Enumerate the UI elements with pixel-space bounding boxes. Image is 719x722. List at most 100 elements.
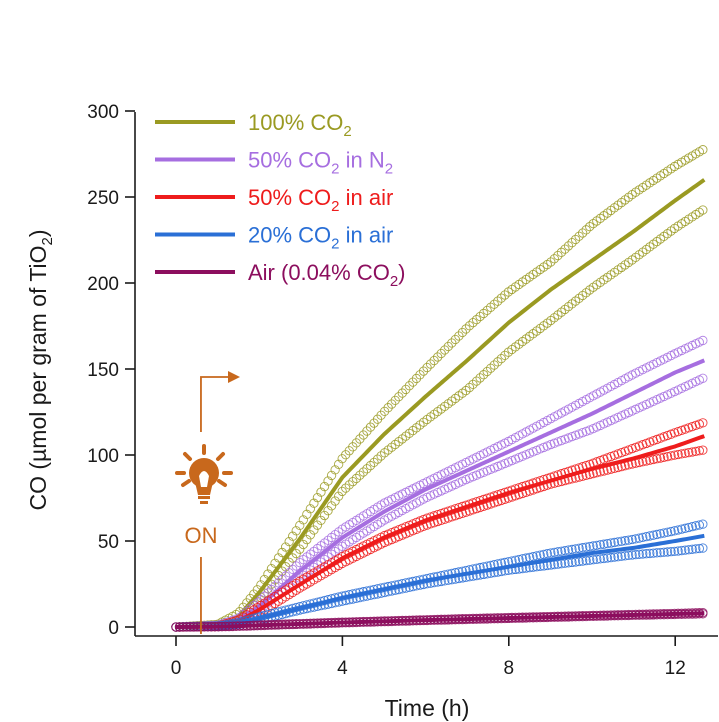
series-3-upper-point <box>599 539 609 549</box>
series-3-lower-point <box>627 550 637 560</box>
series-1-upper-point <box>326 532 337 543</box>
bulb-tip <box>200 501 208 504</box>
series-0-lower-point <box>323 506 333 516</box>
legend-label: 50% CO2 in air <box>248 185 393 215</box>
series-0-upper-point <box>563 241 574 251</box>
series-0-upper-point <box>447 338 457 348</box>
series-3-lower-point <box>577 556 588 566</box>
series-4 <box>171 607 708 632</box>
series-0-upper-point <box>397 388 407 398</box>
series-0-lower-point <box>341 483 351 493</box>
series-3-lower-point <box>655 547 666 558</box>
series-1-upper-point <box>319 538 330 548</box>
series-3-lower-point <box>687 544 697 554</box>
series-0-upper-point <box>291 526 301 536</box>
series-3-upper-point <box>631 534 641 544</box>
y-tick-label: 100 <box>87 446 119 467</box>
y-tick-label: 0 <box>108 618 119 639</box>
series-1-upper-point <box>305 549 316 559</box>
series-3-lower-point <box>694 543 704 554</box>
series-0-lower-point <box>574 293 584 303</box>
series-0-lower-point <box>355 470 365 480</box>
series-0-lower-point <box>408 425 418 436</box>
series-2-lower-point <box>673 449 683 460</box>
series-3-lower-point <box>585 555 595 565</box>
series-3-upper-point <box>623 535 634 545</box>
series-0-upper-point <box>461 324 471 334</box>
series-3-upper-point <box>655 529 666 539</box>
series-0-lower-point <box>585 285 595 295</box>
series-0-upper-point <box>553 250 563 261</box>
series-0-upper-point <box>387 399 397 409</box>
series-0-upper-point <box>471 314 482 325</box>
series-0-lower-point <box>570 296 581 306</box>
series-1-upper-point <box>288 564 298 574</box>
series-0-lower-point <box>634 250 644 260</box>
series-3-lower-point <box>666 547 676 557</box>
series-0-upper-point <box>326 470 337 481</box>
series-2-lower-point <box>698 445 708 455</box>
series-0-lower-point <box>319 510 330 521</box>
series-0-lower-point <box>379 448 390 458</box>
series-3-upper-point <box>592 540 602 551</box>
series-2-lower-point <box>687 447 697 457</box>
series-0-upper-point <box>418 366 429 376</box>
series-3-lower-point <box>574 556 584 567</box>
series-2-lower-point <box>691 446 701 456</box>
series-3-upper-point <box>577 543 588 553</box>
series-3-lower-point <box>673 546 683 556</box>
series-1-upper-point <box>291 561 301 571</box>
series-0-lower-point <box>394 437 404 447</box>
series-0-upper-point <box>288 531 298 541</box>
series-2-mean-line <box>175 434 705 629</box>
series-3-lower-point <box>645 548 655 559</box>
series-3-upper-point <box>666 526 676 537</box>
series-1-upper-point <box>284 568 294 578</box>
series-0-lower-point <box>475 373 485 383</box>
series-0 <box>171 145 708 632</box>
y-axis-title: CO (µmol per gram of TiO2) <box>25 229 56 510</box>
series-3-upper-point <box>641 532 651 542</box>
legend: 100% CO2 50% CO2 in N2 50% CO2 in air 20% C… <box>155 110 406 290</box>
series-0-upper-point <box>454 331 464 341</box>
series-0-lower-point <box>645 242 655 252</box>
series-0-lower-point <box>500 350 510 361</box>
series-0-upper-point <box>574 231 584 241</box>
series-0-lower-point <box>372 454 383 464</box>
series-3-lower-point <box>616 551 627 561</box>
series-3-upper-point <box>620 536 630 546</box>
series-1-upper-point <box>277 574 287 585</box>
series-0-lower-point <box>553 310 563 320</box>
series-3-upper-point <box>595 540 605 550</box>
series-3-lower-point <box>691 544 701 554</box>
series-0-lower-point <box>302 535 312 545</box>
series-3-lower-point <box>659 547 669 557</box>
series-1-lower-point <box>334 544 344 554</box>
series-0-lower-point <box>478 370 489 380</box>
bent-arrow-icon <box>200 376 236 432</box>
series-0-upper-point <box>546 257 556 267</box>
series-0-lower-point <box>334 491 344 501</box>
series-0-lower-point <box>401 431 411 441</box>
series-0-lower-point <box>496 353 506 364</box>
series-0-upper-point <box>302 509 312 519</box>
series-3-upper-point <box>567 544 577 555</box>
series-3-upper-point <box>553 547 563 557</box>
series-3-lower-point <box>588 555 598 565</box>
series-3-upper-point <box>627 534 637 545</box>
series-3-lower-point <box>648 548 659 558</box>
legend-label: 100% CO2 <box>248 110 352 140</box>
series-3-upper-point <box>585 541 595 552</box>
series-3-upper-point <box>634 533 644 543</box>
series-0-lower-point <box>326 501 337 511</box>
series-1-upper-point <box>323 535 333 545</box>
series-1-upper-point <box>295 557 305 568</box>
series-3-upper-point <box>673 525 683 535</box>
x-axis-title: Time (h) <box>385 695 470 721</box>
series-3-upper-point <box>581 542 591 552</box>
series-0-lower-point <box>351 473 361 484</box>
bulb-ray <box>216 452 225 461</box>
series-1-upper-point <box>330 530 340 540</box>
series-3-lower-point <box>652 548 662 558</box>
series-0-lower-point <box>415 420 425 430</box>
